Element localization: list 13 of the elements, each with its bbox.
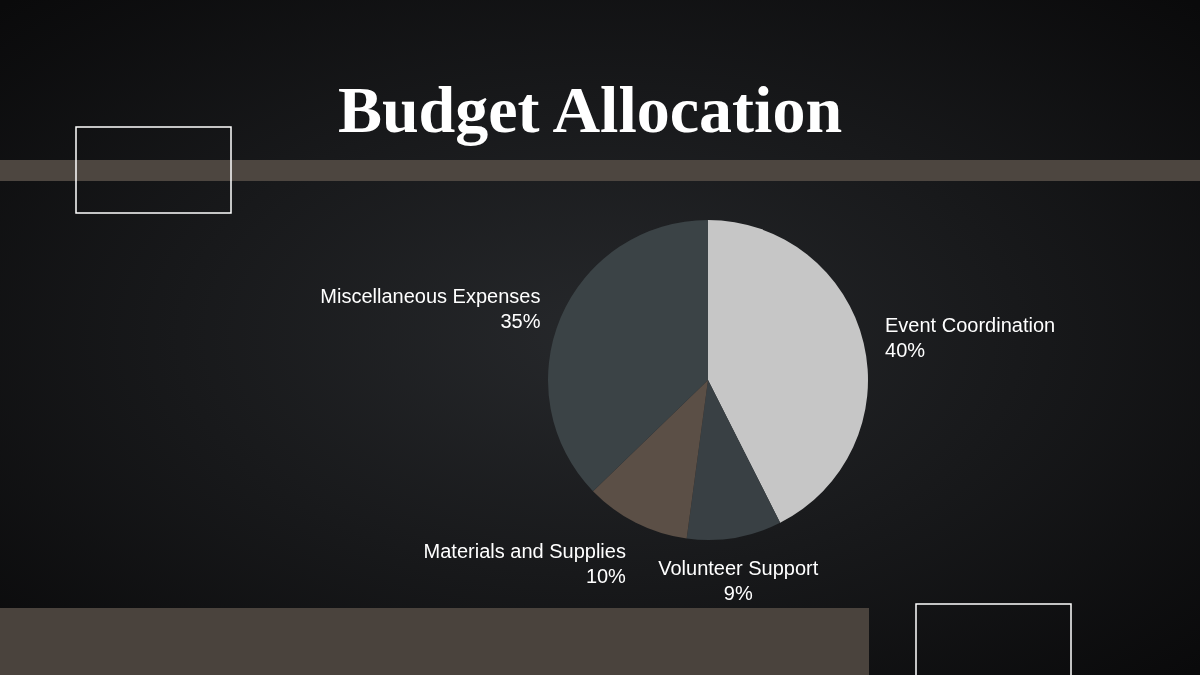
slice-label: Event Coordination (885, 314, 1056, 337)
chart-title: Budget Allocation (337, 73, 843, 146)
slice-label: Materials and Supplies (423, 540, 626, 563)
data-label: 10% (585, 565, 627, 588)
data-label: 40% (885, 339, 926, 362)
pie-slice (708, 220, 868, 523)
slice-label: Volunteer Support (658, 557, 819, 580)
pie-slice (686, 380, 781, 540)
data-label: 9% (723, 582, 753, 605)
pie-slice (548, 220, 708, 492)
slice-label: Miscellaneous Expenses (320, 285, 541, 308)
pie-slice (592, 380, 708, 539)
data-label: 35% (500, 310, 541, 333)
